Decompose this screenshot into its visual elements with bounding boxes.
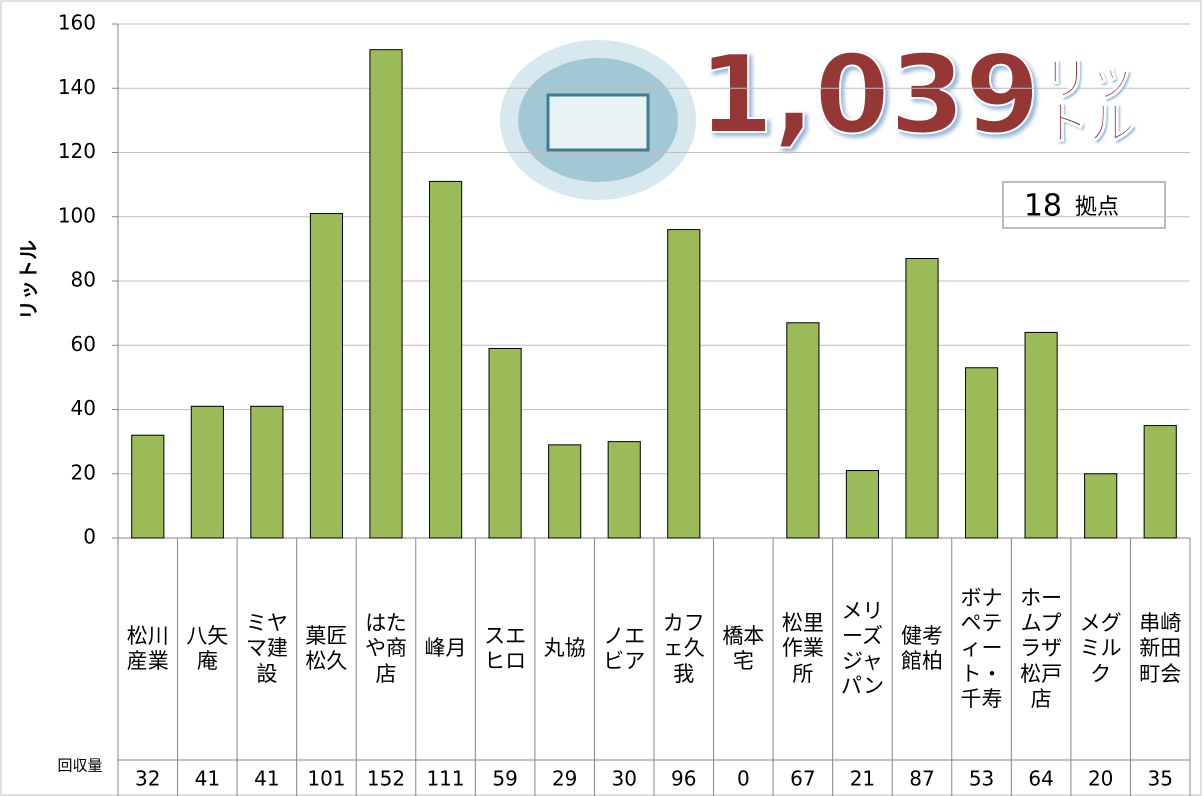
- x-tick-label: 峰月: [416, 540, 476, 758]
- x-tick-label: ボナペティート・千寿: [952, 540, 1012, 758]
- table-value: 67: [790, 767, 815, 791]
- x-tick-label: スエヒロ: [475, 540, 535, 758]
- table-value: 152: [367, 767, 405, 791]
- table-value: 111: [426, 767, 464, 791]
- x-tick-label: ノエビア: [594, 540, 654, 758]
- x-tick-label: 松川産業: [118, 540, 178, 758]
- bar: [608, 442, 640, 538]
- x-tick-label: 串崎新田町会: [1130, 540, 1190, 758]
- y-tick-label: 80: [71, 268, 96, 292]
- bar: [1085, 474, 1117, 538]
- x-tick-label: メグミルク: [1071, 540, 1131, 758]
- x-tick-label: 八矢庵: [178, 540, 238, 758]
- total-text: 1,039: [698, 33, 1040, 158]
- table-value: 101: [307, 767, 345, 791]
- y-tick-label: 160: [58, 11, 96, 35]
- bar: [251, 406, 283, 538]
- x-tick-label: ミヤマ建設: [237, 540, 297, 758]
- y-tick-label: 120: [58, 139, 96, 163]
- table-value: 96: [671, 767, 696, 791]
- bar: [489, 348, 521, 538]
- x-tick-label: 健考館柏: [892, 540, 952, 758]
- x-tick-label: カフェ久我: [654, 540, 714, 758]
- x-tick-label: ホームプラザ松戸店: [1011, 540, 1071, 758]
- table-value: 59: [492, 767, 517, 791]
- bar: [370, 50, 402, 538]
- table-value: 29: [552, 767, 577, 791]
- y-tick-label: 20: [71, 460, 96, 484]
- bar: [132, 435, 164, 538]
- table-row-label: 回収量: [57, 757, 102, 775]
- x-tick-label: 松里作業所: [773, 540, 833, 758]
- table-value: 53: [969, 767, 994, 791]
- bar: [1144, 426, 1176, 538]
- bar: [429, 181, 461, 538]
- bar: [906, 259, 938, 538]
- x-tick-label: 菓匠松久: [297, 540, 357, 758]
- y-tick-label: 40: [71, 396, 96, 420]
- bar: [191, 406, 223, 538]
- table-value: 87: [909, 767, 934, 791]
- table-value: 41: [254, 767, 279, 791]
- table-value: 64: [1028, 767, 1053, 791]
- y-tick-label: 0: [83, 525, 96, 549]
- photo-box: [548, 95, 648, 150]
- bar: [668, 230, 700, 538]
- total-unit: リットル: [1043, 58, 1143, 145]
- x-tick-label: 橋本宅: [714, 540, 774, 758]
- table-value: 21: [850, 767, 875, 791]
- chart: リットル 回収量 1,039 18 拠点 0204060801001201401…: [0, 0, 1203, 796]
- bar: [965, 368, 997, 538]
- x-tick-label: はたや商店: [356, 540, 416, 758]
- table-value: 32: [135, 767, 160, 791]
- bar: [787, 323, 819, 538]
- x-tick-label: メリーズジャパン: [833, 540, 893, 758]
- table-value: 0: [737, 767, 750, 791]
- bar: [549, 445, 581, 538]
- table-value: 41: [195, 767, 220, 791]
- y-tick-label: 140: [58, 75, 96, 99]
- y-axis-label: リットル: [17, 240, 41, 320]
- x-tick-label: 丸協: [535, 540, 595, 758]
- y-tick-label: 100: [58, 203, 96, 227]
- bar: [1025, 332, 1057, 538]
- sites-count: 18: [1024, 189, 1062, 224]
- table-value: 35: [1147, 767, 1172, 791]
- table-value: 30: [611, 767, 636, 791]
- y-tick-label: 60: [71, 332, 96, 356]
- table-value: 20: [1088, 767, 1113, 791]
- bar: [846, 471, 878, 538]
- bar: [310, 214, 342, 538]
